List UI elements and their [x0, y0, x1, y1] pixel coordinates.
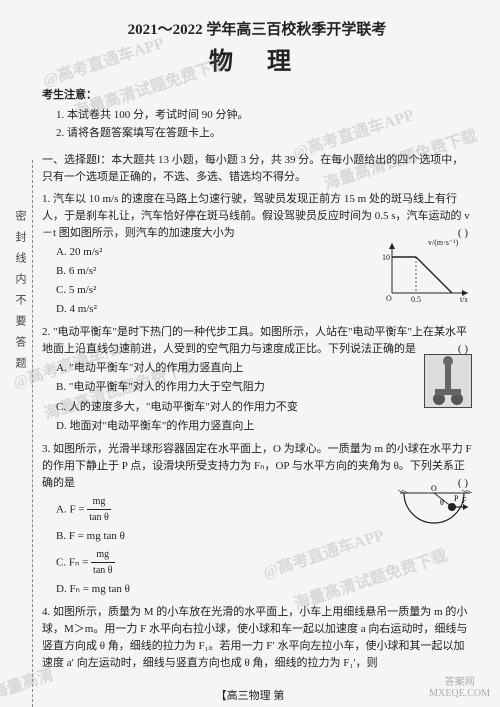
margin-divider-line	[32, 160, 33, 707]
notice-item: 2. 请将各题答案填写在答题卡上。	[56, 124, 472, 140]
question-4: 4. 如图所示，质量为 M 的小车放在光滑的水平面上，小车上用细线悬吊一质量为 …	[42, 604, 472, 672]
option-c: C. Fₙ = mgtan θ	[56, 547, 472, 579]
question-3: 3. 如图所示，光滑半球形容器固定在水平面上，O 为球心。一质量为 m 的小球在…	[42, 441, 472, 598]
exam-title: 2021～2022 学年高三百校秋季开学联考	[42, 18, 472, 39]
question-stem: 1. 汽车以 10 m/s 的速度在马路上匀速行驶，驾驶员发现正前方 15 m …	[42, 191, 472, 242]
question-stem-text: 2. "电动平衡车"是时下热门的一种代步工具。如图所示，人站在"电动平衡车"上在…	[42, 326, 467, 355]
svg-text:O: O	[431, 484, 437, 493]
notice-item: 1. 本试卷共 100 分，考试时间 90 分钟。	[56, 106, 472, 122]
corner-logo-l2: MXEQE.COM	[429, 688, 490, 699]
option-c: C. 人的速度多大，"电动平衡车"对人的作用力不变	[56, 399, 472, 416]
question-stem: 2. "电动平衡车"是时下热门的一种代步工具。如图所示，人站在"电动平衡车"上在…	[42, 324, 472, 358]
svg-text:P: P	[454, 494, 459, 503]
option-d: D. 地面对"电动平衡车"的作用力竖直向上	[56, 418, 472, 435]
notice-label: 考生注意：	[42, 86, 472, 102]
question-stem: 4. 如图所示，质量为 M 的小车放在光滑的水平面上，小车上用细线悬吊一质量为 …	[42, 604, 472, 672]
section-header: 一、选择题Ⅰ：本大题共 13 小题，每小题 3 分，共 39 分。在每小题给出的…	[42, 152, 472, 185]
svg-text:10: 10	[382, 253, 390, 262]
svg-text:v/(m·s⁻¹): v/(m·s⁻¹)	[428, 238, 459, 247]
question-1: 1. 汽车以 10 m/s 的速度在马路上匀速行驶，驾驶员发现正前方 15 m …	[42, 191, 472, 318]
options: A. "电动平衡车"对人的作用力竖直向上 B. "电动平衡车"对人的作用力大于空…	[56, 360, 472, 434]
question-2: 2. "电动平衡车"是时下热门的一种代步工具。如图所示，人站在"电动平衡车"上在…	[42, 324, 472, 434]
margin-seal-text: 密封线内不要答题	[14, 210, 28, 378]
svg-text:θ: θ	[440, 498, 444, 507]
q3-figure: O θ P F	[398, 483, 472, 539]
exam-subject: 物 理	[42, 41, 472, 76]
corner-logo: 答案网 MXEQE.COM	[429, 677, 490, 699]
question-stem-text: 1. 汽车以 10 m/s 的速度在马路上匀速行驶，驾驶员发现正前方 15 m …	[42, 193, 470, 239]
q2-figure	[424, 354, 472, 408]
option-d: D. 4 m/s²	[56, 301, 472, 318]
svg-text:F: F	[462, 496, 467, 505]
q1-graph: 10 0.5 v/(m·s⁻¹) t/s O	[380, 237, 472, 303]
svg-text:0.5: 0.5	[411, 295, 421, 303]
page-footer: 【高三物理 第	[0, 687, 500, 703]
option-b: B. "电动平衡车"对人的作用力大于空气阻力	[56, 379, 472, 396]
option-a: A. "电动平衡车"对人的作用力竖直向上	[56, 360, 472, 377]
option-d: D. Fₙ = mg tan θ	[56, 581, 472, 598]
svg-text:t/s: t/s	[460, 295, 468, 303]
svg-text:O: O	[386, 294, 392, 303]
corner-logo-l1: 答案网	[429, 677, 490, 688]
